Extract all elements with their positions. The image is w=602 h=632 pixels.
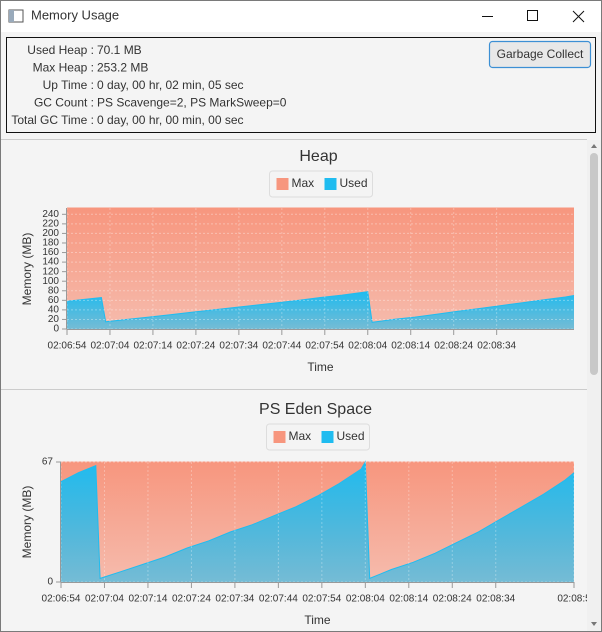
x-tick-label: 02:07:54 xyxy=(305,341,344,352)
info-label: Max Heap : xyxy=(33,61,94,75)
maximize-button[interactable] xyxy=(527,10,538,21)
y-tick-label: 0 xyxy=(53,324,59,335)
chart: PS Eden Space Max Used 0 67 02:06:54 02:07:04 0… xyxy=(20,401,591,627)
info-value: 0 day, 00 hr, 02 min, 05 sec xyxy=(97,78,244,92)
info-value: 70.1 MB xyxy=(97,43,142,57)
area xyxy=(67,291,574,329)
x-tick-label: 02:07:04 xyxy=(85,594,124,605)
legend-label: Used xyxy=(337,429,365,443)
x-tick-label: 02:06:54 xyxy=(42,594,81,605)
info-value: 253.2 MB xyxy=(97,61,148,75)
x-tick-label: 02:08:04 xyxy=(348,341,387,352)
x-tick-label: 02:07:54 xyxy=(302,594,341,605)
x-tick-label: 02:07:44 xyxy=(259,594,298,605)
x-tick-label: 02:07:14 xyxy=(133,341,172,352)
close-button[interactable] xyxy=(572,10,585,23)
y-tick-label: 80 xyxy=(48,285,60,296)
window-title: Memory Usage xyxy=(31,7,119,22)
y-tick-label: 60 xyxy=(48,295,60,306)
y-tick-label: 180 xyxy=(42,238,59,249)
legend-swatch xyxy=(324,178,337,190)
x-tick-label: 02:08:34 xyxy=(476,594,515,605)
y-tick-label: 40 xyxy=(48,305,60,316)
y-tick-label: 67 xyxy=(42,457,54,468)
scroll-down[interactable] xyxy=(591,622,597,626)
area xyxy=(67,208,574,329)
scroll-up[interactable] xyxy=(591,144,597,148)
x-tick-label: 02:08:5 xyxy=(557,594,591,605)
info-value: 0 day, 00 hr, 00 min, 00 sec xyxy=(97,113,244,127)
app-icon xyxy=(8,9,24,23)
y-tick-label: 240 xyxy=(42,209,59,220)
info-label: Total GC Time : xyxy=(11,113,94,127)
x-tick-label: 02:07:24 xyxy=(176,341,215,352)
y-axis-title: Memory (MB) xyxy=(20,233,34,306)
info-label: Used Heap : xyxy=(27,43,94,57)
x-tick-label: 02:08:24 xyxy=(433,594,472,605)
legend-swatch xyxy=(321,431,334,443)
legend-swatch xyxy=(276,178,289,190)
title-bar xyxy=(1,1,601,32)
x-tick-label: 02:07:04 xyxy=(90,341,129,352)
x-axis-title: Time xyxy=(304,613,331,627)
x-tick-label: 02:08:24 xyxy=(434,341,473,352)
x-tick-label: 02:06:54 xyxy=(48,341,87,352)
y-tick-label: 120 xyxy=(42,266,59,277)
x-tick-label: 02:07:34 xyxy=(215,594,254,605)
area-line xyxy=(60,460,575,580)
info-value: PS Scavenge=2, PS MarkSweep=0 xyxy=(97,96,287,110)
y-tick-label: 20 xyxy=(48,314,60,325)
legend-swatch xyxy=(273,431,286,443)
chart-title: PS Eden Space xyxy=(259,401,372,418)
y-tick-label: 140 xyxy=(42,257,59,268)
x-tick-label: 02:07:44 xyxy=(262,341,301,352)
x-tick-label: 02:07:24 xyxy=(172,594,211,605)
legend-box xyxy=(269,170,373,198)
y-tick-label: 100 xyxy=(42,276,59,287)
gc-button-label[interactable]: Garbage Collect xyxy=(497,47,584,61)
x-tick-label: 02:08:04 xyxy=(346,594,385,605)
y-tick-label: 0 xyxy=(47,577,53,588)
chart-title: Heap xyxy=(299,148,337,165)
legend-label: Used xyxy=(340,176,368,190)
y-tick-label: 200 xyxy=(42,228,59,239)
info-label: Up Time : xyxy=(43,78,94,92)
y-tick-label: 220 xyxy=(42,219,59,230)
area-line xyxy=(66,291,575,323)
y-axis-title: Memory (MB) xyxy=(20,486,34,559)
chart: Heap Max Used 02040608010012014016018020022… xyxy=(20,148,575,374)
legend: Max Used xyxy=(266,423,370,451)
x-tick-label: 02:08:34 xyxy=(477,341,516,352)
legend-label: Max xyxy=(292,176,315,190)
legend: Max Used xyxy=(269,170,373,198)
x-tick-label: 02:07:34 xyxy=(219,341,258,352)
x-tick-label: 02:08:14 xyxy=(389,594,428,605)
area xyxy=(61,462,574,582)
gc-button[interactable] xyxy=(488,40,592,69)
y-tick-label: 160 xyxy=(42,247,59,258)
info-label: GC Count : xyxy=(34,96,94,110)
legend-label: Max xyxy=(289,429,312,443)
x-tick-label: 02:07:14 xyxy=(128,594,167,605)
legend-box xyxy=(266,423,370,451)
x-axis-title: Time xyxy=(307,360,334,374)
scrollbar-thumb[interactable] xyxy=(590,153,598,375)
x-tick-label: 02:08:14 xyxy=(391,341,430,352)
